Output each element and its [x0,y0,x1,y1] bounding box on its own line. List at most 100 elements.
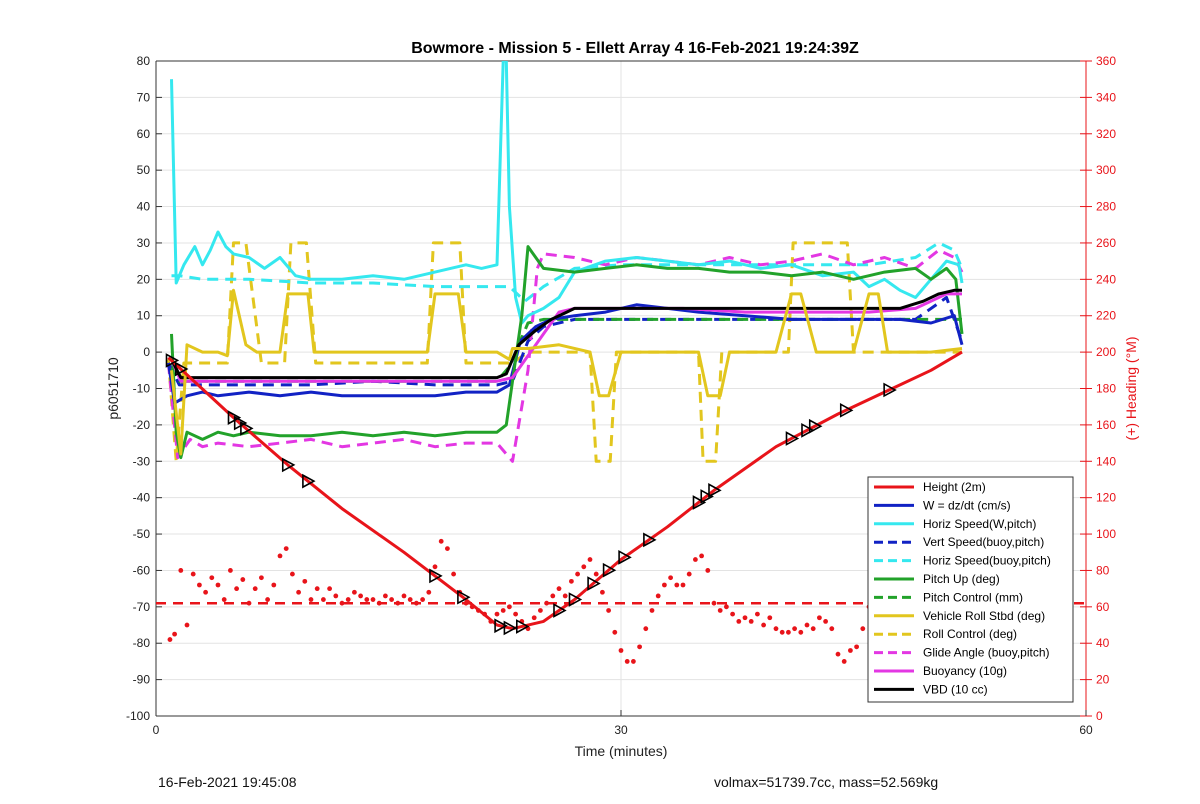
heading-point [618,648,624,653]
series-line-10 [170,292,962,383]
y-tick-label-left: 20 [137,272,151,286]
heading-point [190,571,196,577]
heading-point [792,626,797,632]
y-tick-label-right: 160 [1096,418,1116,432]
series-line-0 [167,350,963,631]
height-triangle-marker [618,549,632,565]
series-line-6 [167,317,962,383]
heading-point [544,600,549,606]
heading-point [370,597,376,602]
heading-point [810,626,816,632]
height-triangle-marker [240,421,254,436]
heading-point [860,626,866,632]
heading-point [643,626,649,632]
y-tick-label-right: 220 [1096,309,1116,323]
y-tick-label-right: 120 [1096,491,1116,505]
heading-point [445,546,450,552]
heading-point [352,589,357,595]
heading-point [240,577,246,582]
heading-point [290,571,295,577]
y-tick-label-right: 320 [1096,127,1116,141]
y-tick-label-left: -90 [133,673,151,687]
height-triangle-marker [700,489,714,504]
heading-point [167,637,173,642]
x-axis-label: Time (minutes) [575,743,668,759]
heading-point [606,608,611,613]
height-triangle-marker [808,418,823,434]
legend-label: W = dz/dt (cm/s) [923,498,1011,512]
heading-point [507,604,512,610]
y-tick-label-left: -60 [133,563,151,577]
heading-point [438,538,444,544]
y-tick-label-left: -80 [133,636,151,650]
y-tick-label-left: -50 [133,527,151,541]
heading-point [432,564,438,570]
y-tick-label-right: 60 [1096,600,1110,614]
heading-point [308,597,314,602]
heading-point [662,582,667,588]
heading-point [717,608,723,613]
legend-label: Pitch Up (deg) [923,572,1000,586]
heading-point [569,578,574,584]
legend-label: Horiz Speed(W,pitch) [923,517,1036,531]
heading-point [637,644,642,650]
heading-point [513,611,518,617]
heading-point [197,582,202,588]
heading-point [221,597,227,602]
legend-label: Pitch Control (mm) [923,590,1023,604]
heading-point [407,597,413,602]
height-triangle-marker [494,618,508,634]
y-tick-label-left: -40 [133,491,151,505]
heading-point [742,615,748,621]
y-tick-label-left: -70 [133,600,151,614]
heading-point [600,589,605,595]
heading-point [779,629,785,635]
heading-point [804,622,810,628]
heading-point [674,582,680,588]
heading-point [786,629,791,635]
heading-point [494,611,500,617]
heading-point [575,571,580,577]
heading-point [817,615,822,621]
height-triangle-marker [515,619,530,634]
y-tick-label-left: -10 [133,382,151,396]
y-tick-label-left: 40 [137,200,151,214]
heading-point [556,586,562,592]
heading-point [358,593,363,599]
heading-point [550,593,556,599]
heading-point [395,600,401,606]
heading-point [203,589,209,595]
y-tick-label-right: 80 [1096,563,1110,577]
heading-point [401,593,407,599]
heading-point [345,597,351,602]
height-triangle-marker [643,532,657,548]
heading-point [724,604,729,610]
heading-point [296,589,301,595]
chart-title: Bowmore - Mission 5 - Ellett Array 4 16-… [411,40,859,57]
series-line-8 [166,241,962,463]
y-tick-label-right: 180 [1096,382,1116,396]
y-tick-label-right: 100 [1096,527,1116,541]
heading-point [587,557,593,562]
y-tick-label-left: -20 [133,418,151,432]
heading-point [277,553,283,559]
height-triangle-marker [839,402,854,418]
heading-point [531,615,537,621]
y-axis-label-right: (+) Heading (°M) [1123,336,1139,440]
heading-point [562,593,568,599]
heading-point [376,600,382,606]
heading-point [302,578,308,584]
heading-point [259,575,264,581]
heading-point [184,622,190,628]
series-line-9 [166,248,964,463]
height-triangle-marker [503,620,518,636]
height-triangle-marker [692,495,707,510]
height-triangle-marker [568,592,583,607]
y-tick-label-left: -100 [126,709,150,723]
series-line-7 [170,288,963,456]
height-triangle-marker [883,382,897,398]
y-tick-label-right: 20 [1096,673,1110,687]
x-tick-label: 60 [1079,723,1093,737]
heading-point [854,644,859,650]
heading-point [364,597,370,602]
